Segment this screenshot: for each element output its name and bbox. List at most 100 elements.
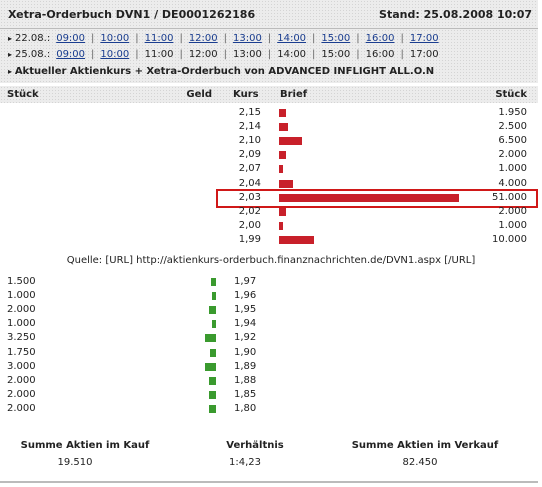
col-brief: Brief bbox=[280, 89, 308, 100]
time-link[interactable]: 17:00 bbox=[409, 33, 439, 44]
separator: | bbox=[223, 33, 228, 44]
separator: | bbox=[267, 49, 272, 60]
ask-stueck: 51.000 bbox=[492, 191, 527, 203]
bid-kurs: 1,97 bbox=[234, 276, 257, 287]
time-link[interactable]: 14:00 bbox=[277, 33, 307, 44]
bid-bar bbox=[212, 292, 216, 301]
ask-kurs: 2,07 bbox=[238, 163, 261, 175]
bid-stueck: 2.000 bbox=[7, 304, 36, 316]
separator: | bbox=[179, 49, 183, 60]
stand: Stand: 25.08.2008 10:07 bbox=[379, 8, 532, 21]
source: Quelle: [URL] http://aktienkurs-orderbuc… bbox=[66, 255, 476, 266]
separator: | bbox=[312, 33, 316, 44]
time-link[interactable]: 11:00 bbox=[144, 33, 174, 44]
separator: | bbox=[400, 49, 404, 60]
bid-bar bbox=[205, 362, 216, 371]
ask-kurs: 2,09 bbox=[238, 149, 261, 161]
time-text: 14:00 bbox=[277, 49, 307, 60]
ask-stueck: 1.950 bbox=[498, 107, 527, 118]
time-row: ▸ 22.08.: 09:00 | 10:00 | 11:00 | 12:00 | 13:00 | 14… bbox=[8, 33, 441, 45]
header-bar bbox=[0, 0, 538, 29]
ask-stueck: 4.000 bbox=[498, 177, 527, 189]
link-text[interactable]: Aktueller Aktienkurs + Xetra-Orderbuch v… bbox=[14, 66, 435, 77]
time-link[interactable]: 10:00 bbox=[100, 33, 130, 44]
ask-stueck: 1.000 bbox=[498, 219, 527, 231]
bid-bar bbox=[209, 348, 216, 357]
time-text: 16:00 bbox=[365, 49, 395, 60]
separator: | bbox=[356, 49, 360, 60]
ask-bar bbox=[279, 165, 283, 174]
time-text: 13:00 bbox=[233, 49, 262, 60]
separator: | bbox=[135, 49, 139, 60]
date: 25.08.: bbox=[15, 49, 51, 60]
separator: | bbox=[312, 49, 316, 60]
ask-bar bbox=[279, 123, 288, 132]
ask-kurs: 1,99 bbox=[238, 233, 261, 245]
ask-stueck: 2.500 bbox=[498, 121, 527, 133]
bid-kurs: 1,90 bbox=[234, 346, 257, 358]
link-line[interactable]: ▸ Aktueller Aktienkurs + Xetra-Orderbuch… bbox=[8, 66, 435, 77]
time-text: 17:00 bbox=[409, 49, 439, 60]
highlight-box bbox=[216, 188, 538, 208]
time-link[interactable]: 12:00 bbox=[188, 33, 218, 44]
bid-stueck: 1.000 bbox=[7, 318, 36, 330]
time-link[interactable]: 16:00 bbox=[365, 33, 395, 44]
col-stueck-right: Stück bbox=[495, 89, 527, 100]
separator: | bbox=[267, 33, 272, 44]
bid-kurs: 1,80 bbox=[234, 402, 257, 414]
separator: | bbox=[135, 33, 139, 44]
ratio-value: 1:4,23 bbox=[229, 457, 261, 468]
time-text: 11:00 bbox=[144, 49, 174, 60]
arrow: ▸ bbox=[8, 50, 13, 59]
ask-stueck: 1.000 bbox=[498, 163, 527, 175]
ask-kurs: 2,00 bbox=[238, 219, 261, 231]
bid-stueck: 2.000 bbox=[7, 374, 36, 386]
time-text: 15:00 bbox=[321, 49, 351, 60]
bid-stueck: 1.750 bbox=[7, 346, 36, 358]
bid-bar bbox=[208, 306, 216, 315]
col-geld: Geld bbox=[186, 89, 212, 100]
ask-kurs: 2,14 bbox=[238, 121, 261, 133]
ask-stueck: 6.500 bbox=[498, 135, 527, 147]
separator: | bbox=[91, 49, 95, 60]
bid-bar bbox=[204, 334, 216, 343]
ask-kurs: 2,10 bbox=[238, 135, 261, 147]
time-link[interactable]: 15:00 bbox=[321, 33, 351, 44]
ask-bar bbox=[279, 137, 302, 146]
time-link[interactable]: 10:00 bbox=[100, 49, 130, 60]
separator: | bbox=[223, 49, 228, 60]
time-link[interactable]: 09:00 bbox=[56, 49, 86, 60]
time-row: ▸ 25.08.: 09:00 | 10:00 | 11:00 | 12:00 | 13:00 | 14… bbox=[8, 49, 441, 61]
verkauf-label: Summe Aktien im Verkauf bbox=[351, 440, 499, 451]
bid-kurs: 1,89 bbox=[234, 360, 257, 372]
arrow: ▸ bbox=[8, 34, 13, 43]
ask-kurs: 2,04 bbox=[238, 177, 261, 189]
bottom-rule bbox=[0, 481, 538, 483]
bid-kurs: 1,85 bbox=[234, 388, 257, 400]
separator: | bbox=[356, 33, 360, 44]
ask-stueck: 10.000 bbox=[492, 233, 527, 245]
ask-bar bbox=[279, 151, 287, 160]
nav-box bbox=[0, 29, 538, 83]
time-link[interactable]: 13:00 bbox=[233, 33, 262, 44]
bid-bar bbox=[210, 278, 216, 286]
time-link[interactable]: 09:00 bbox=[56, 33, 86, 44]
kauf-value: 19.510 bbox=[57, 457, 93, 468]
ask-bar bbox=[279, 235, 315, 244]
title: Xetra-Orderbuch DVN1 / DE0001262186 bbox=[8, 8, 256, 21]
ask-bar bbox=[279, 193, 459, 202]
bid-stueck: 2.000 bbox=[7, 402, 36, 414]
bid-stueck: 3.000 bbox=[7, 360, 36, 372]
ask-kurs: 2,02 bbox=[238, 205, 261, 217]
bid-kurs: 1,95 bbox=[234, 304, 257, 316]
col-stueck-left: Stück bbox=[7, 89, 39, 100]
ask-kurs: 2,03 bbox=[238, 191, 261, 203]
ask-bar bbox=[279, 179, 294, 188]
ask-bar bbox=[279, 207, 287, 216]
ask-kurs: 2,15 bbox=[238, 107, 261, 118]
bid-stueck: 3.250 bbox=[7, 332, 36, 344]
ask-bar bbox=[279, 109, 286, 117]
verkauf-value: 82.450 bbox=[402, 457, 438, 468]
ratio-label: Verhältnis bbox=[226, 440, 284, 451]
